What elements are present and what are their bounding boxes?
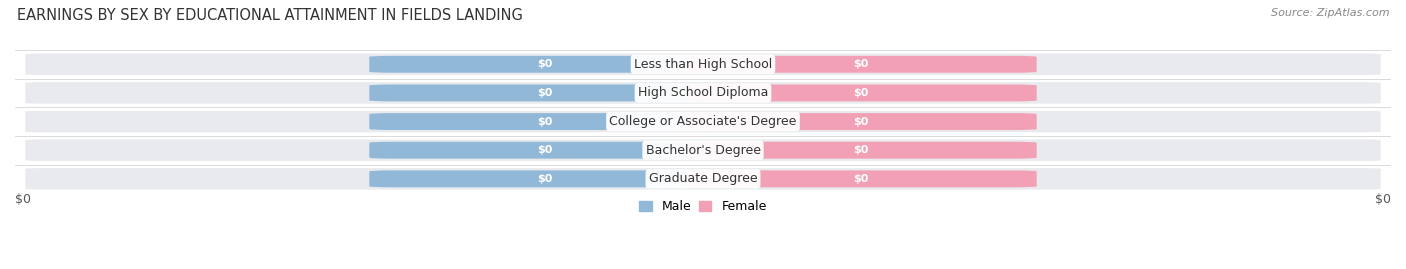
- FancyBboxPatch shape: [686, 170, 1036, 187]
- FancyBboxPatch shape: [25, 139, 1381, 161]
- FancyBboxPatch shape: [25, 168, 1381, 190]
- Text: College or Associate's Degree: College or Associate's Degree: [609, 115, 797, 128]
- Text: $0: $0: [853, 88, 869, 98]
- FancyBboxPatch shape: [370, 56, 720, 73]
- Text: $0: $0: [15, 193, 31, 206]
- FancyBboxPatch shape: [370, 84, 720, 101]
- FancyBboxPatch shape: [686, 113, 1036, 130]
- Text: $0: $0: [537, 59, 553, 69]
- Text: $0: $0: [853, 59, 869, 69]
- FancyBboxPatch shape: [370, 142, 720, 159]
- FancyBboxPatch shape: [686, 84, 1036, 101]
- Text: Graduate Degree: Graduate Degree: [648, 172, 758, 185]
- FancyBboxPatch shape: [686, 56, 1036, 73]
- Text: $0: $0: [537, 116, 553, 127]
- Text: High School Diploma: High School Diploma: [638, 86, 768, 100]
- FancyBboxPatch shape: [25, 54, 1381, 75]
- FancyBboxPatch shape: [25, 111, 1381, 132]
- FancyBboxPatch shape: [686, 142, 1036, 159]
- FancyBboxPatch shape: [370, 113, 720, 130]
- Text: Source: ZipAtlas.com: Source: ZipAtlas.com: [1271, 8, 1389, 18]
- FancyBboxPatch shape: [25, 82, 1381, 104]
- Text: $0: $0: [853, 145, 869, 155]
- Text: Less than High School: Less than High School: [634, 58, 772, 71]
- Legend: Male, Female: Male, Female: [634, 195, 772, 218]
- FancyBboxPatch shape: [370, 170, 720, 187]
- Text: $0: $0: [537, 88, 553, 98]
- Text: $0: $0: [1375, 193, 1391, 206]
- Text: $0: $0: [853, 174, 869, 184]
- Text: $0: $0: [853, 116, 869, 127]
- Text: $0: $0: [537, 145, 553, 155]
- Text: $0: $0: [537, 174, 553, 184]
- Text: EARNINGS BY SEX BY EDUCATIONAL ATTAINMENT IN FIELDS LANDING: EARNINGS BY SEX BY EDUCATIONAL ATTAINMEN…: [17, 8, 523, 23]
- Text: Bachelor's Degree: Bachelor's Degree: [645, 144, 761, 157]
